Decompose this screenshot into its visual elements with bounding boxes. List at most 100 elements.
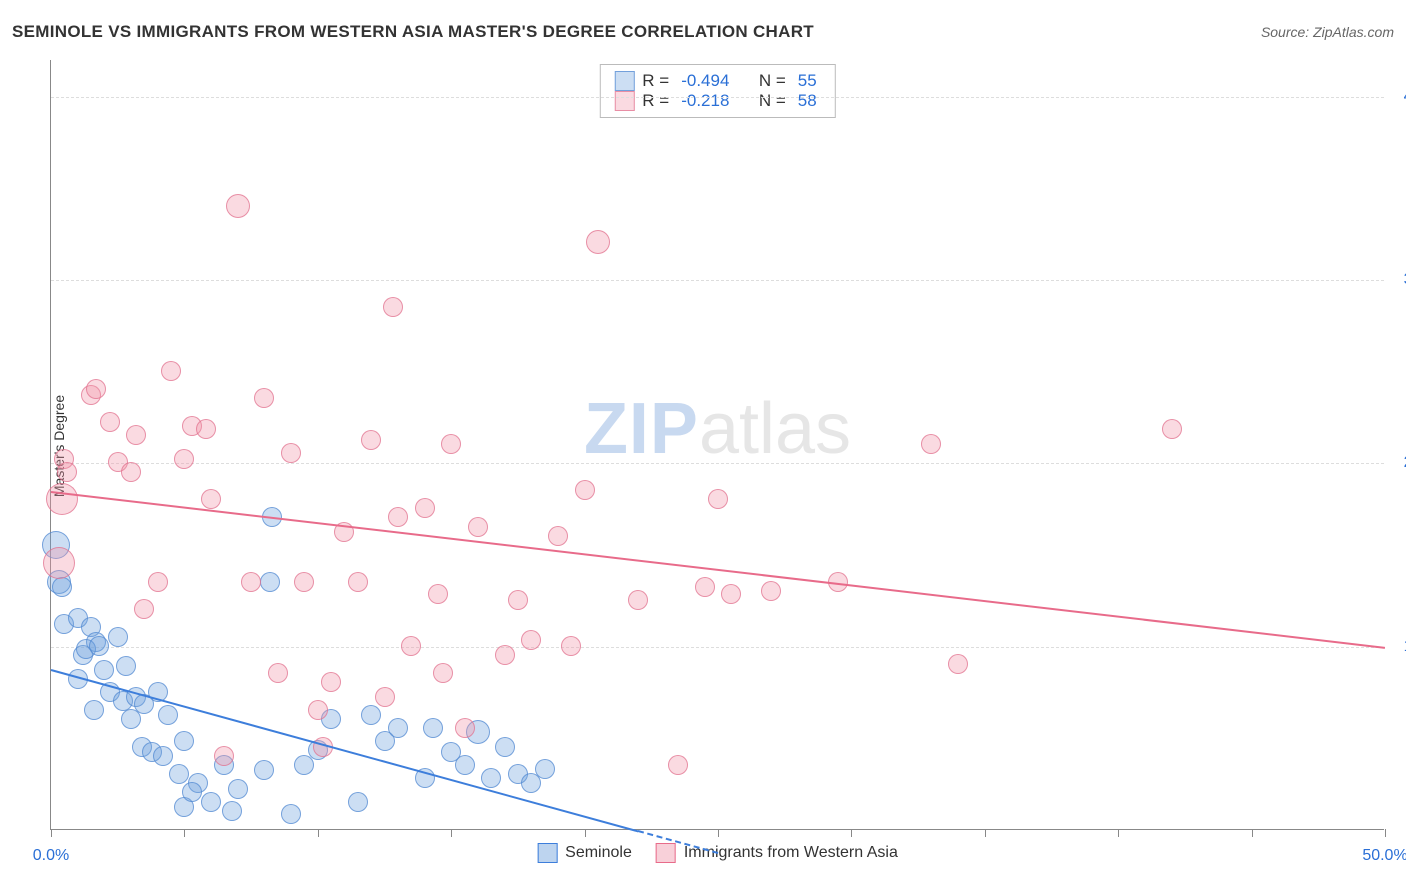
data-point bbox=[433, 663, 453, 683]
legend-item: Seminole bbox=[537, 843, 632, 863]
x-tick-mark bbox=[318, 829, 319, 837]
data-point bbox=[521, 630, 541, 650]
data-point bbox=[628, 590, 648, 610]
x-tick-mark bbox=[585, 829, 586, 837]
data-point bbox=[84, 700, 104, 720]
data-point bbox=[428, 584, 448, 604]
legend-swatch bbox=[537, 843, 557, 863]
correlation-legend: R = -0.494 N = 55R = -0.218 N = 58 bbox=[599, 64, 835, 118]
data-point bbox=[108, 627, 128, 647]
data-point bbox=[1162, 419, 1182, 439]
data-point bbox=[548, 526, 568, 546]
stat-value-n: 55 bbox=[794, 71, 821, 91]
correlation-legend-row: R = -0.218 N = 58 bbox=[614, 91, 820, 111]
scatter-chart: ZIPatlas R =-0.494 N =55R =-0.218 N =58 … bbox=[50, 60, 1384, 830]
data-point bbox=[708, 489, 728, 509]
legend-label: Seminole bbox=[565, 844, 632, 862]
data-point bbox=[388, 507, 408, 527]
data-point bbox=[169, 764, 189, 784]
data-point bbox=[921, 434, 941, 454]
data-point bbox=[535, 759, 555, 779]
data-point bbox=[586, 230, 610, 254]
data-point bbox=[226, 194, 250, 218]
data-point bbox=[121, 462, 141, 482]
data-point bbox=[561, 636, 581, 656]
legend-swatch bbox=[614, 91, 634, 111]
data-point bbox=[348, 572, 368, 592]
data-point bbox=[668, 755, 688, 775]
data-point bbox=[761, 581, 781, 601]
data-point bbox=[214, 746, 234, 766]
data-point bbox=[126, 425, 146, 445]
watermark-zip: ZIP bbox=[584, 389, 699, 469]
data-point bbox=[383, 297, 403, 317]
data-point bbox=[260, 572, 280, 592]
data-point bbox=[158, 705, 178, 725]
data-point bbox=[254, 760, 274, 780]
x-tick-mark bbox=[1118, 829, 1119, 837]
data-point bbox=[575, 480, 595, 500]
x-tick-label: 50.0% bbox=[1362, 847, 1406, 865]
x-tick-mark bbox=[851, 829, 852, 837]
data-point bbox=[695, 577, 715, 597]
data-point bbox=[228, 779, 248, 799]
x-tick-mark bbox=[1252, 829, 1253, 837]
stat-value-r: -0.218 bbox=[677, 91, 733, 111]
stat-value-n: 58 bbox=[794, 91, 821, 111]
data-point bbox=[134, 599, 154, 619]
data-point bbox=[268, 663, 288, 683]
correlation-legend-row: R =-0.494 N =55 bbox=[614, 71, 820, 91]
data-point bbox=[100, 412, 120, 432]
data-point bbox=[201, 792, 221, 812]
data-point bbox=[321, 672, 341, 692]
data-point bbox=[468, 517, 488, 537]
data-point bbox=[281, 804, 301, 824]
data-point bbox=[57, 462, 77, 482]
data-point bbox=[43, 547, 75, 579]
data-point bbox=[201, 489, 221, 509]
data-point bbox=[308, 700, 328, 720]
data-point bbox=[495, 645, 515, 665]
stat-label-r: R = bbox=[642, 71, 669, 91]
data-point bbox=[222, 801, 242, 821]
stat-label-r: R = bbox=[642, 91, 669, 111]
data-point bbox=[281, 443, 301, 463]
x-tick-mark bbox=[985, 829, 986, 837]
data-point bbox=[46, 483, 78, 515]
x-tick-mark bbox=[1385, 829, 1386, 837]
legend-swatch bbox=[614, 71, 634, 91]
data-point bbox=[948, 654, 968, 674]
data-point bbox=[508, 590, 528, 610]
data-point bbox=[52, 577, 72, 597]
data-point bbox=[441, 434, 461, 454]
data-point bbox=[401, 636, 421, 656]
data-point bbox=[375, 687, 395, 707]
data-point bbox=[388, 718, 408, 738]
data-point bbox=[361, 705, 381, 725]
grid-line bbox=[51, 97, 1384, 98]
grid-line bbox=[51, 463, 1384, 464]
stat-value-r: -0.494 bbox=[677, 71, 733, 91]
x-tick-mark bbox=[451, 829, 452, 837]
data-point bbox=[254, 388, 274, 408]
legend-swatch bbox=[656, 843, 676, 863]
data-point bbox=[174, 731, 194, 751]
x-tick-mark bbox=[51, 829, 52, 837]
watermark-atlas: atlas bbox=[699, 389, 851, 469]
data-point bbox=[455, 755, 475, 775]
data-point bbox=[415, 498, 435, 518]
stat-label-n: N = bbox=[759, 91, 786, 111]
data-point bbox=[721, 584, 741, 604]
data-point bbox=[348, 792, 368, 812]
x-tick-label: 0.0% bbox=[33, 847, 69, 865]
grid-line bbox=[51, 647, 1384, 648]
data-point bbox=[455, 718, 475, 738]
data-point bbox=[423, 718, 443, 738]
x-tick-mark bbox=[718, 829, 719, 837]
trend-line bbox=[51, 491, 1385, 649]
data-point bbox=[174, 449, 194, 469]
grid-line bbox=[51, 280, 1384, 281]
chart-header: SEMINOLE VS IMMIGRANTS FROM WESTERN ASIA… bbox=[12, 22, 1394, 42]
data-point bbox=[241, 572, 261, 592]
chart-source: Source: ZipAtlas.com bbox=[1261, 24, 1394, 40]
